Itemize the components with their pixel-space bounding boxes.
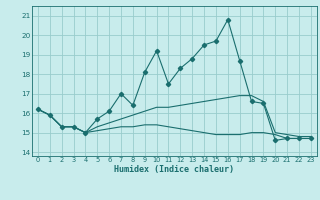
X-axis label: Humidex (Indice chaleur): Humidex (Indice chaleur) — [115, 165, 234, 174]
